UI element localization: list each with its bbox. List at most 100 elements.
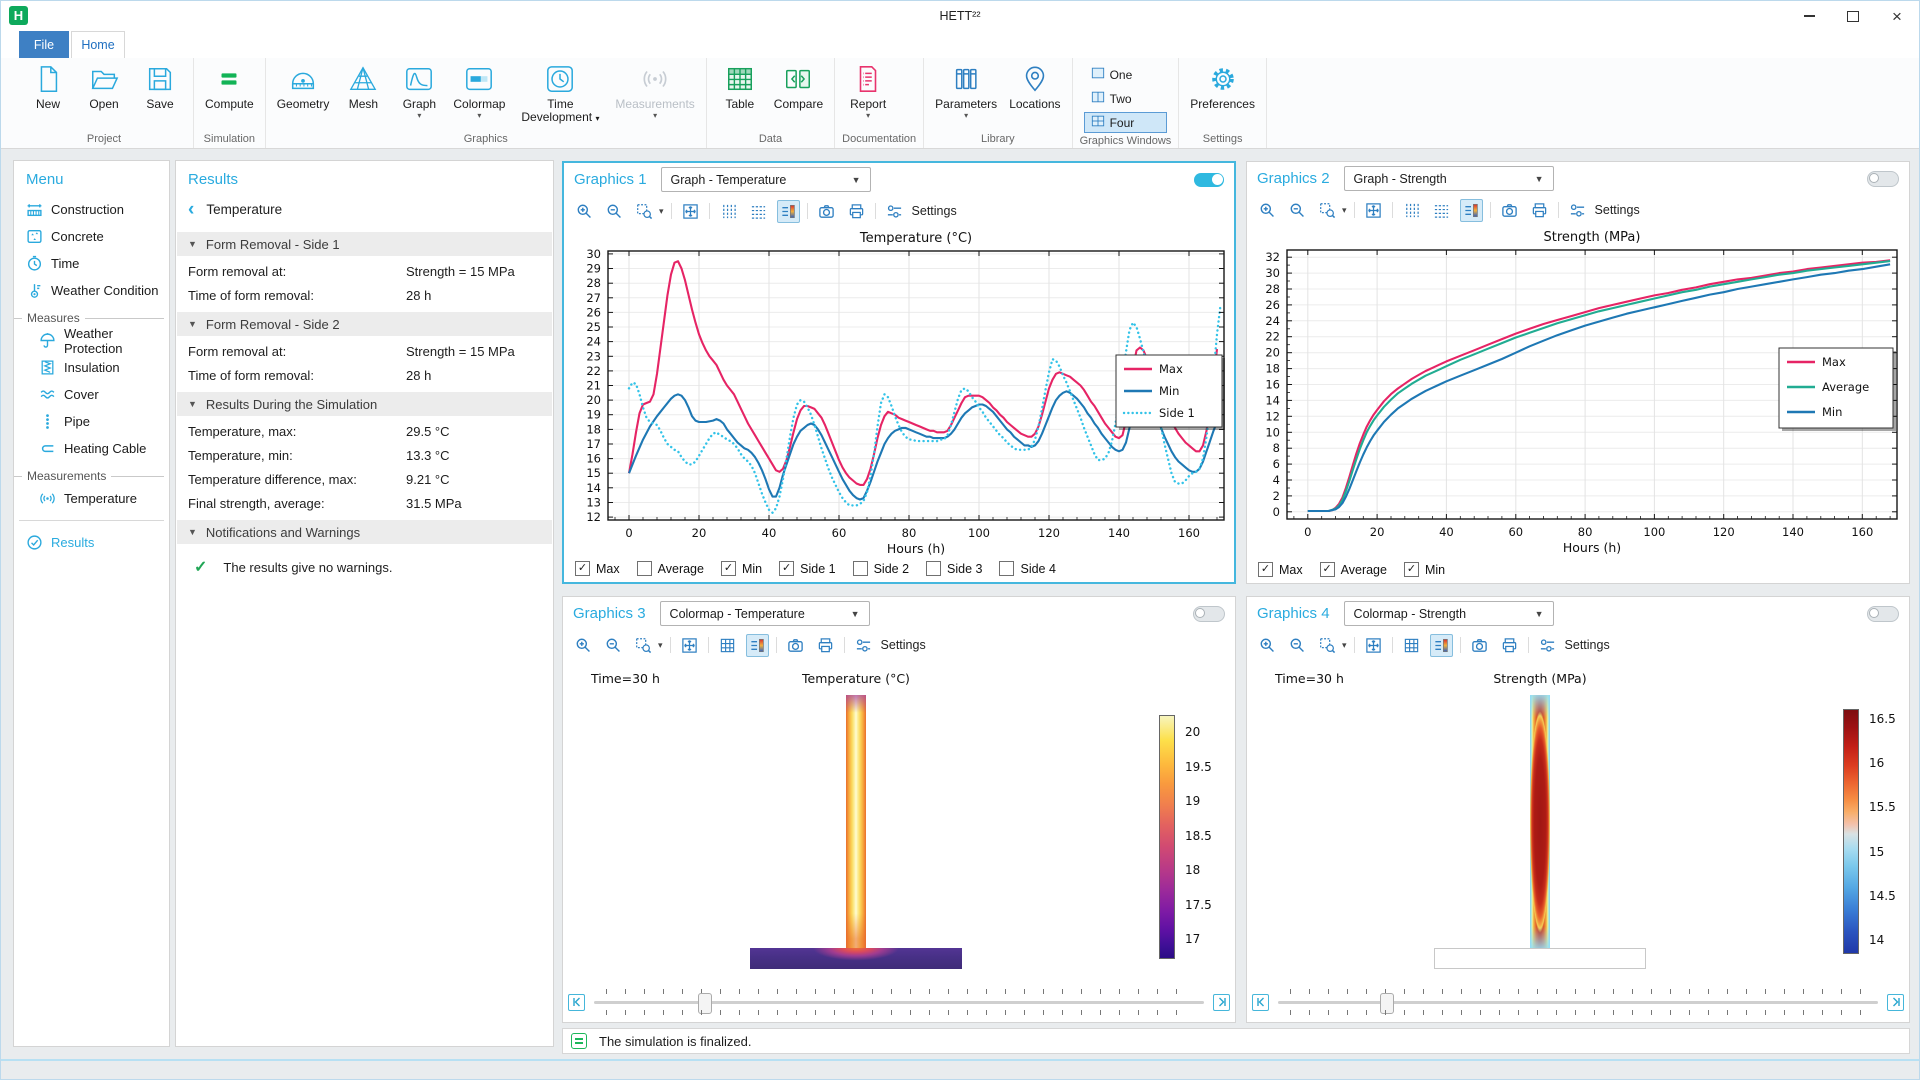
sidebar-item-insulation[interactable]: Insulation <box>14 354 169 381</box>
slider-step-forward-button[interactable] <box>1213 993 1230 1011</box>
slider-track[interactable] <box>1278 993 1878 1014</box>
legend-button[interactable] <box>776 199 800 223</box>
results-section-header[interactable]: ▼ Results During the Simulation <box>177 392 552 416</box>
ribbon-button-two[interactable]: Two <box>1084 88 1168 109</box>
panel-toggle[interactable] <box>1867 170 1899 187</box>
settings-button[interactable]: Settings <box>1566 199 1640 222</box>
fit-button[interactable] <box>1362 199 1385 222</box>
series-checkbox-average[interactable]: Average <box>636 561 704 576</box>
ribbon-button-mesh[interactable]: Mesh <box>337 60 389 111</box>
sidebar-item-heating-cable[interactable]: Heating Cable <box>14 435 169 462</box>
sidebar-item-weather-condition[interactable]: Weather Condition <box>14 277 169 304</box>
slider-step-back-button[interactable] <box>568 993 585 1011</box>
tab-file[interactable]: File <box>19 31 69 58</box>
ribbon-button-report[interactable]: Report ▾ <box>842 60 894 121</box>
panel-toggle[interactable] <box>1867 605 1899 622</box>
sidebar-item-time[interactable]: Time <box>14 250 169 277</box>
ribbon-button-locations[interactable]: Locations <box>1005 60 1064 111</box>
zoom-region-button[interactable] <box>633 200 656 223</box>
sidebar-item-weather-protection[interactable]: Weather Protection <box>14 326 169 356</box>
legend-button[interactable] <box>1429 633 1453 657</box>
y-grid-button[interactable] <box>747 200 770 223</box>
panel-toggle[interactable] <box>1193 605 1225 622</box>
zoom-out-button[interactable] <box>1286 199 1309 222</box>
slider-step-forward-button[interactable] <box>1887 993 1904 1011</box>
y-grid-button[interactable] <box>1430 199 1453 222</box>
ribbon-button-geometry[interactable]: Geometry <box>273 60 334 111</box>
ribbon-button-table[interactable]: Table <box>714 60 766 111</box>
ribbon-button-time-development[interactable]: Time Development ▾ <box>513 60 607 125</box>
slider-step-back-button[interactable] <box>1252 993 1269 1011</box>
camera-button[interactable] <box>1468 634 1491 657</box>
zoom-region-caret-icon[interactable]: ▾ <box>659 205 664 216</box>
series-checkbox-side-3[interactable]: Side 3 <box>926 561 982 576</box>
sidebar-item-results[interactable]: Results <box>14 529 169 556</box>
zoom-region-caret-icon[interactable]: ▾ <box>658 639 663 650</box>
zoom-out-button[interactable] <box>602 634 625 657</box>
zoom-region-caret-icon[interactable]: ▾ <box>1342 639 1347 650</box>
x-grid-button[interactable] <box>1400 199 1423 222</box>
settings-button[interactable]: Settings <box>852 634 926 657</box>
print-button[interactable] <box>814 634 837 657</box>
zoom-out-button[interactable] <box>1286 634 1309 657</box>
slider-track[interactable] <box>594 993 1204 1014</box>
ribbon-button-graph[interactable]: Graph ▾ <box>393 60 445 121</box>
x-grid-button[interactable] <box>717 200 740 223</box>
series-checkbox-max[interactable]: ✓ Max <box>575 561 620 576</box>
view-select-dropdown[interactable]: Graph - Temperature ▼ <box>660 167 871 192</box>
zoom-region-button[interactable] <box>1316 634 1339 657</box>
settings-button[interactable]: Settings <box>1536 634 1610 657</box>
close-button[interactable]: × <box>1875 1 1919 31</box>
results-section-header[interactable]: ▼ Notifications and Warnings <box>177 520 552 544</box>
view-select-dropdown[interactable]: Colormap - Temperature ▼ <box>659 601 870 626</box>
zoom-in-button[interactable] <box>1256 634 1279 657</box>
camera-button[interactable] <box>1498 199 1521 222</box>
ribbon-button-parameters[interactable]: Parameters ▾ <box>931 60 1001 121</box>
panel-toggle[interactable] <box>1194 172 1224 187</box>
series-checkbox-side-1[interactable]: ✓ Side 1 <box>779 561 836 576</box>
sidebar-item-temperature[interactable]: Temperature <box>14 485 169 512</box>
series-checkbox-min[interactable]: ✓ Min <box>1403 562 1445 577</box>
ribbon-button-one[interactable]: One <box>1084 64 1168 85</box>
series-checkbox-min[interactable]: ✓ Min <box>720 561 762 576</box>
ribbon-button-compare[interactable]: Compare <box>770 60 827 111</box>
series-checkbox-max[interactable]: ✓ Max <box>1258 562 1303 577</box>
zoom-in-button[interactable] <box>573 200 596 223</box>
zoom-out-button[interactable] <box>603 200 626 223</box>
zoom-region-button[interactable] <box>632 634 655 657</box>
fit-button[interactable] <box>679 200 702 223</box>
zoom-in-button[interactable] <box>1256 199 1279 222</box>
ribbon-button-preferences[interactable]: Preferences <box>1186 60 1259 111</box>
table-button[interactable] <box>1400 634 1423 657</box>
fit-button[interactable] <box>678 634 701 657</box>
ribbon-button-save[interactable]: Save <box>134 60 186 111</box>
ribbon-button-open[interactable]: Open <box>78 60 130 111</box>
print-button[interactable] <box>1498 634 1521 657</box>
ribbon-button-new[interactable]: New <box>22 60 74 111</box>
print-button[interactable] <box>845 200 868 223</box>
fit-button[interactable] <box>1362 634 1385 657</box>
print-button[interactable] <box>1528 199 1551 222</box>
sidebar-item-concrete[interactable]: Concrete <box>14 223 169 250</box>
zoom-region-button[interactable] <box>1316 199 1339 222</box>
maximize-button[interactable] <box>1831 1 1875 31</box>
sidebar-item-pipe[interactable]: Pipe <box>14 408 169 435</box>
ribbon-button-compute[interactable]: Compute <box>201 60 258 111</box>
ribbon-button-colormap[interactable]: Colormap ▾ <box>449 60 509 121</box>
zoom-in-button[interactable] <box>572 634 595 657</box>
sidebar-item-construction[interactable]: Construction <box>14 196 169 223</box>
settings-button[interactable]: Settings <box>883 200 957 223</box>
camera-button[interactable] <box>815 200 838 223</box>
view-select-dropdown[interactable]: Graph - Strength ▼ <box>1343 166 1554 191</box>
legend-button[interactable] <box>745 633 769 657</box>
series-checkbox-average[interactable]: ✓ Average <box>1319 562 1387 577</box>
results-section-header[interactable]: ▼ Form Removal - Side 1 <box>177 232 552 256</box>
table-button[interactable] <box>716 634 739 657</box>
tab-home[interactable]: Home <box>71 31 125 58</box>
series-checkbox-side-2[interactable]: Side 2 <box>852 561 909 576</box>
view-select-dropdown[interactable]: Colormap - Strength ▼ <box>1343 601 1554 626</box>
results-back-row[interactable]: ‹ Temperature <box>176 196 553 227</box>
ribbon-button-four[interactable]: Four <box>1083 112 1168 133</box>
minimize-button[interactable] <box>1787 1 1831 31</box>
camera-button[interactable] <box>784 634 807 657</box>
